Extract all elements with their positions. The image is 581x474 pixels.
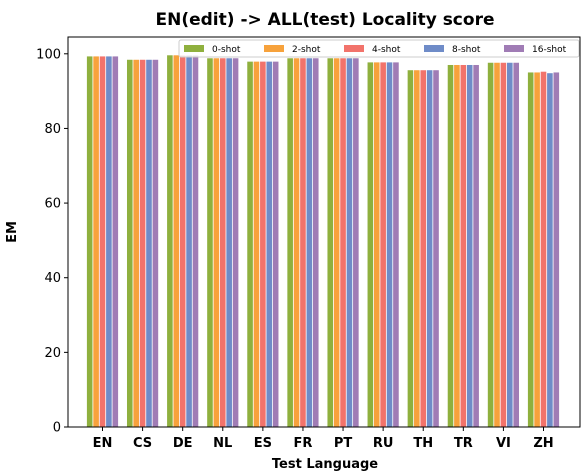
x-tick-label-zh: ZH: [533, 436, 553, 451]
y-tick-label: 0: [53, 421, 61, 436]
x-tick-label-tr: TR: [454, 436, 473, 451]
bar-tr-4-shot: [460, 64, 467, 428]
x-tick-label-pt: PT: [334, 436, 353, 451]
bar-en-4-shot: [99, 56, 106, 427]
x-tick-label-en: EN: [93, 436, 113, 451]
bar-th-4-shot: [420, 70, 427, 427]
x-axis: EN CS DE NL ES FR PT RU TH TR VI ZH: [93, 427, 554, 451]
bar-fr-2-shot: [293, 58, 300, 428]
bar-pt-0-shot: [327, 58, 334, 428]
bar-pt-8-shot: [346, 58, 353, 428]
bar-de-4-shot: [179, 55, 186, 427]
x-axis-label: Test Language: [272, 457, 378, 472]
bar-zh-8-shot: [547, 73, 553, 427]
bar-nl-4-shot: [219, 58, 226, 428]
legend-label-8-shot: 8-shot: [452, 45, 481, 55]
bar-zh-16-shot: [553, 72, 560, 427]
legend: 0-shot 2-shot 4-shot 8-shot 16-shot: [178, 39, 580, 58]
x-tick-label-vi: VI: [496, 436, 511, 451]
bar-en-2-shot: [93, 56, 99, 427]
bar-tr-0-shot: [447, 64, 454, 428]
bar-tr-16-shot: [473, 64, 479, 428]
legend-label-0-shot: 0-shot: [212, 45, 241, 55]
legend-swatch-8-shot: [424, 45, 444, 52]
bar-de-0-shot: [167, 55, 173, 427]
x-tick-label-fr: FR: [294, 436, 313, 451]
bars-layer: [86, 55, 560, 428]
bar-zh-0-shot: [527, 72, 534, 427]
legend-swatch-2-shot: [264, 45, 284, 52]
y-tick-label: 60: [44, 197, 61, 212]
x-tick-label-th: TH: [413, 436, 433, 451]
x-tick-label-cs: CS: [133, 436, 152, 451]
bar-vi-0-shot: [487, 62, 494, 427]
plot-frame: [67, 36, 581, 428]
bar-nl-2-shot: [213, 58, 220, 428]
bar-es-8-shot: [266, 61, 273, 427]
y-tick-label: 40: [44, 271, 61, 286]
bar-ru-8-shot: [386, 62, 393, 427]
bar-vi-8-shot: [507, 62, 513, 427]
bar-fr-8-shot: [306, 58, 313, 428]
bar-de-8-shot: [186, 55, 192, 427]
legend-label-2-shot: 2-shot: [292, 45, 321, 55]
bar-ru-2-shot: [373, 62, 380, 427]
bar-en-8-shot: [106, 56, 112, 427]
bar-cs-8-shot: [146, 59, 152, 428]
bar-nl-0-shot: [207, 58, 213, 428]
bar-fr-16-shot: [312, 58, 319, 428]
y-tick-label: 100: [36, 47, 61, 62]
bar-fr-4-shot: [300, 58, 306, 428]
legend-swatch-16-shot: [504, 45, 524, 52]
bar-es-2-shot: [253, 61, 260, 427]
bar-nl-16-shot: [232, 58, 239, 428]
bar-de-16-shot: [192, 55, 199, 427]
bar-pt-2-shot: [333, 58, 340, 428]
bar-zh-2-shot: [534, 72, 540, 427]
bar-ru-4-shot: [380, 62, 386, 427]
bar-fr-0-shot: [287, 58, 293, 428]
y-axis: 0 20 40 60 80 100: [36, 47, 68, 436]
bar-th-16-shot: [433, 70, 439, 427]
bar-th-2-shot: [414, 70, 420, 427]
x-tick-label-ru: RU: [373, 436, 394, 451]
bar-th-8-shot: [426, 70, 433, 427]
bar-de-2-shot: [173, 55, 180, 427]
chart-title: EN(edit) -> ALL(test) Locality score: [156, 10, 495, 30]
bar-ru-16-shot: [393, 62, 399, 427]
bar-tr-8-shot: [466, 64, 473, 428]
legend-label-4-shot: 4-shot: [372, 45, 401, 55]
x-tick-label-de: DE: [173, 436, 193, 451]
bar-th-0-shot: [407, 70, 414, 427]
bar-tr-2-shot: [454, 64, 460, 428]
bar-vi-4-shot: [500, 62, 507, 427]
bar-vi-2-shot: [494, 62, 500, 427]
bar-cs-0-shot: [126, 59, 133, 428]
bar-en-16-shot: [112, 56, 119, 427]
bar-cs-16-shot: [152, 59, 159, 428]
bar-es-16-shot: [272, 61, 279, 427]
bar-nl-8-shot: [226, 58, 232, 428]
y-axis-label: EM: [5, 221, 20, 243]
bar-pt-16-shot: [353, 58, 359, 428]
bar-es-0-shot: [247, 61, 253, 427]
legend-swatch-0-shot: [184, 45, 204, 52]
bar-ru-0-shot: [367, 62, 374, 427]
x-tick-label-nl: NL: [213, 436, 232, 451]
x-tick-label-es: ES: [254, 436, 272, 451]
bar-zh-4-shot: [540, 71, 547, 428]
y-tick-label: 20: [44, 346, 61, 361]
bar-cs-2-shot: [133, 59, 139, 428]
y-tick-label: 80: [44, 122, 61, 137]
legend-label-16-shot: 16-shot: [532, 45, 567, 55]
bar-pt-4-shot: [340, 58, 346, 428]
legend-box: [178, 39, 580, 58]
bar-cs-4-shot: [139, 59, 146, 428]
bar-en-0-shot: [86, 56, 93, 427]
bar-vi-16-shot: [513, 62, 520, 427]
legend-swatch-4-shot: [344, 45, 364, 52]
bar-es-4-shot: [260, 61, 266, 427]
